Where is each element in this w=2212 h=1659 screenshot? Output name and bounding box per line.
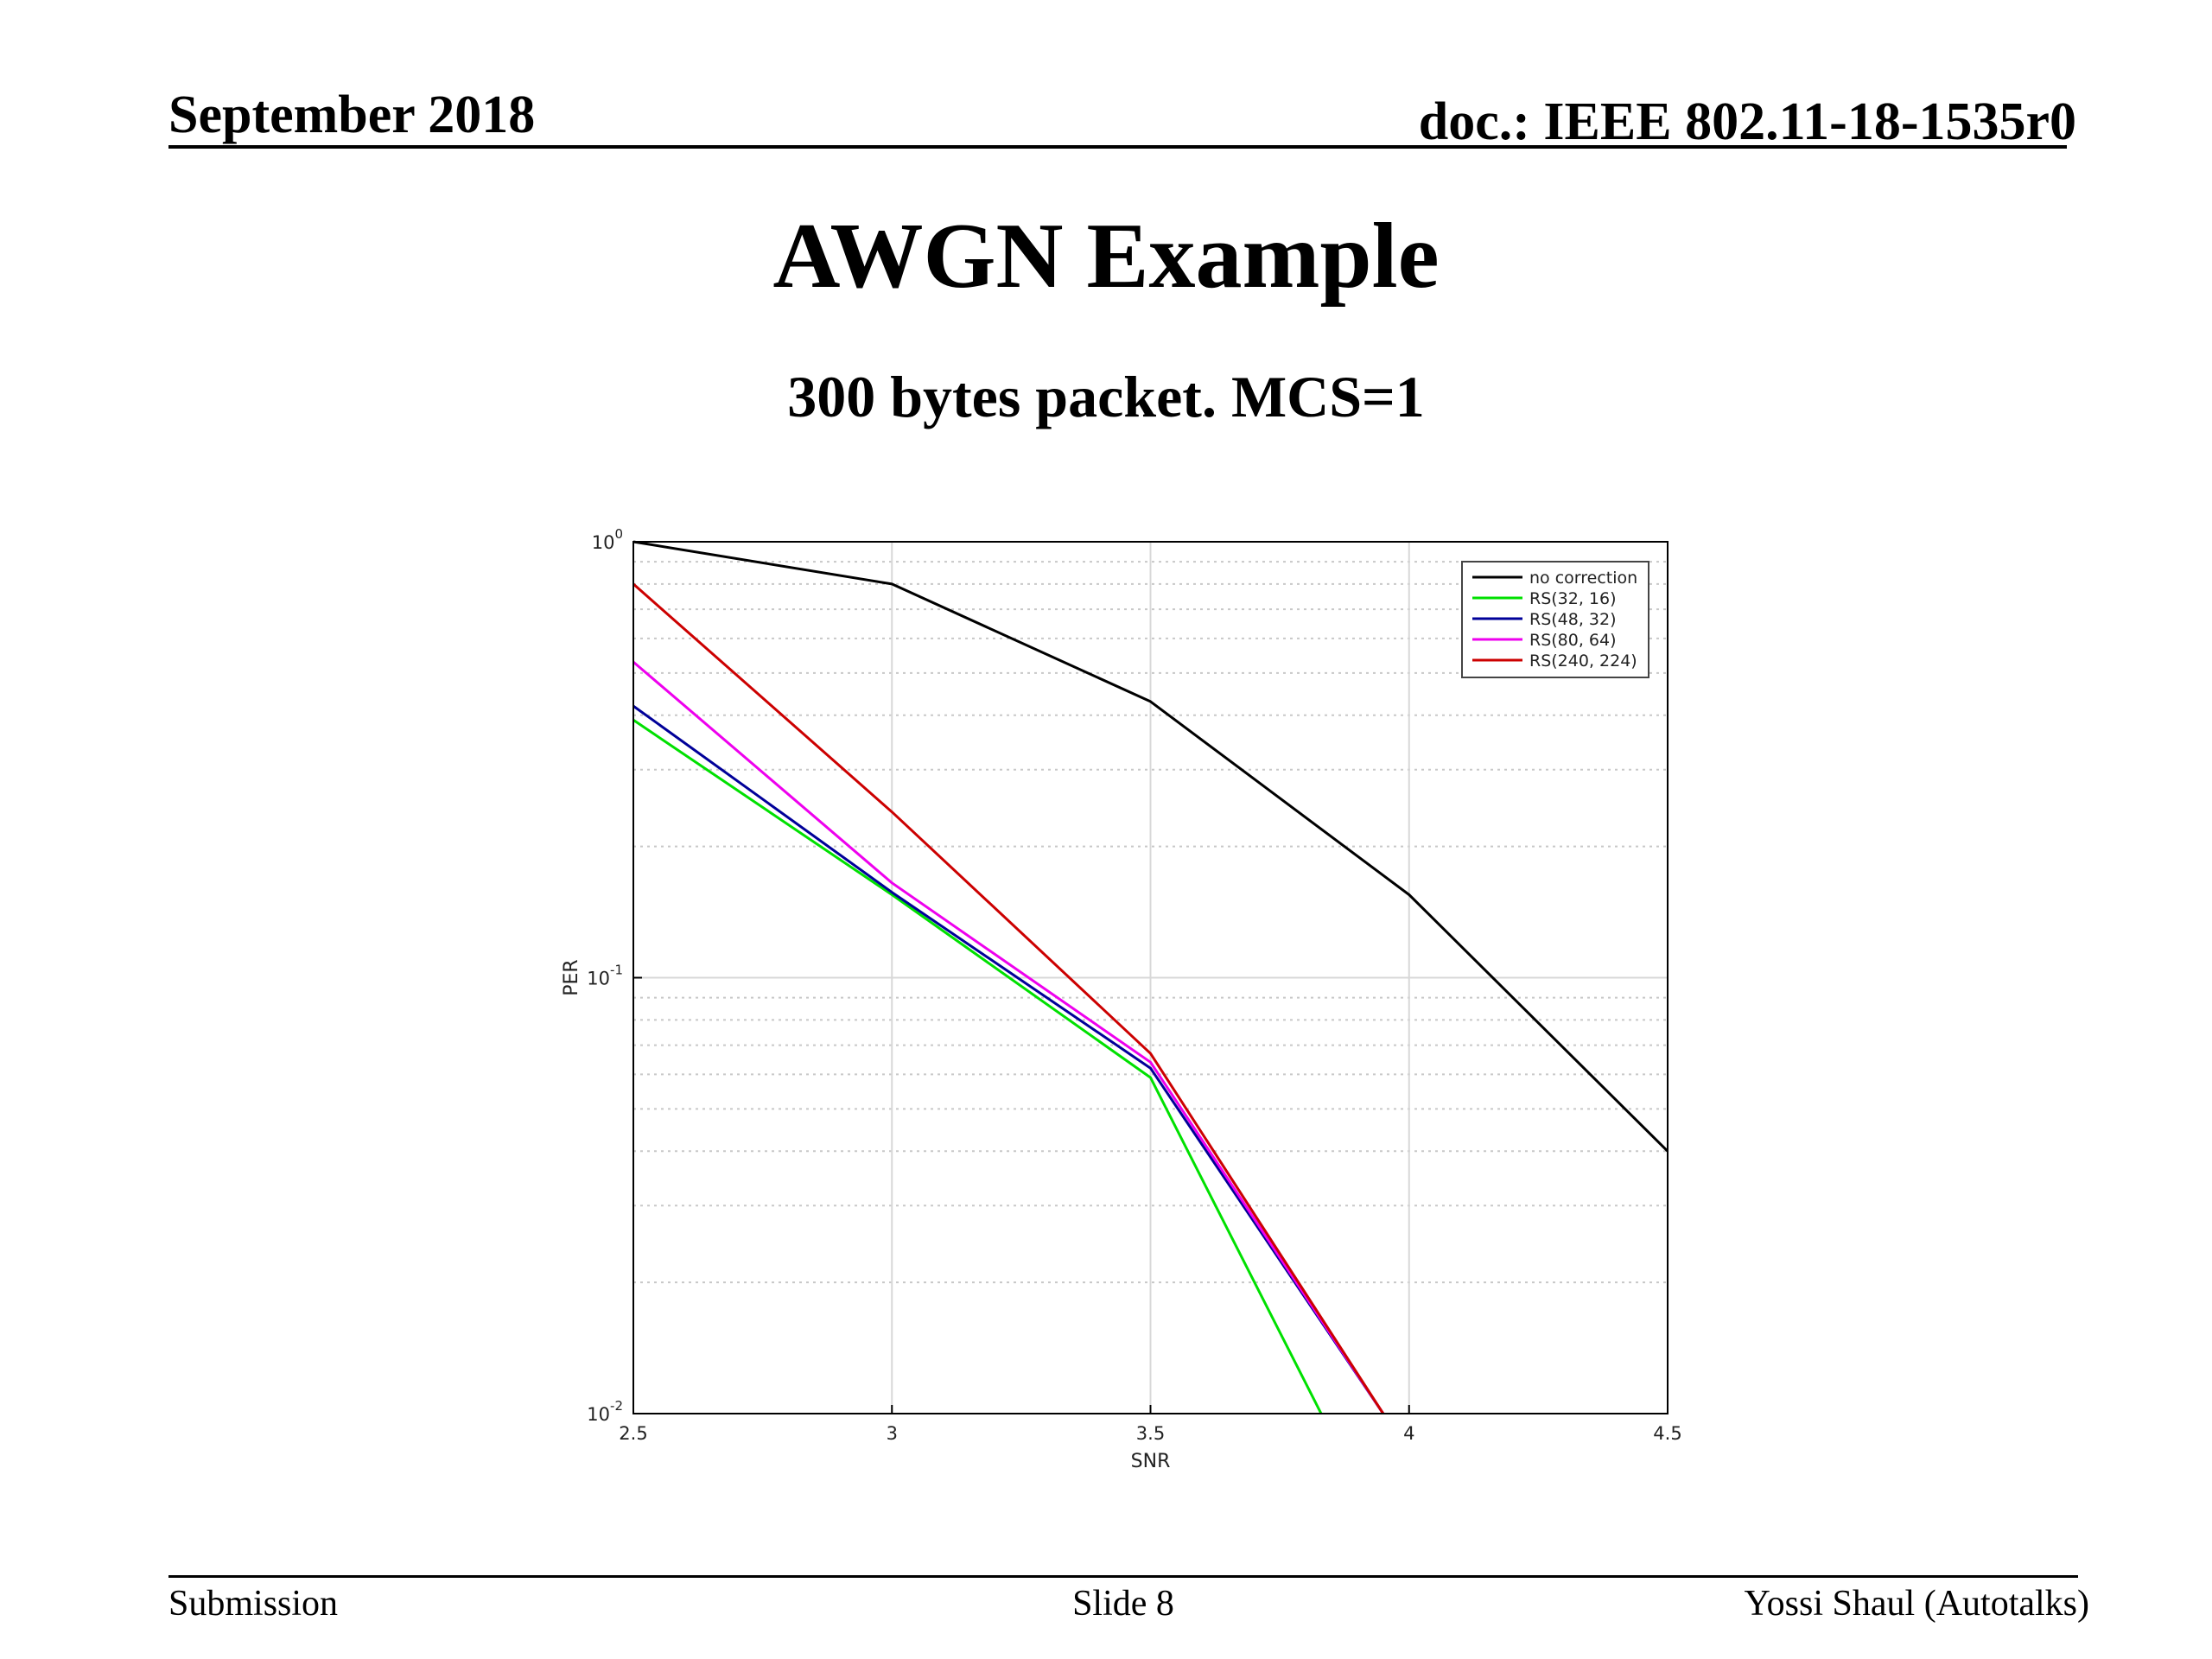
series-layer bbox=[632, 540, 1669, 1414]
y-tick-label-1: 10-1 bbox=[587, 963, 623, 989]
slide-subtitle: 300 bytes packet. MCS=1 bbox=[787, 364, 1425, 429]
y-tick-label-2: 10-2 bbox=[587, 1398, 623, 1425]
legend-label-2: RS(48, 32) bbox=[1529, 610, 1617, 629]
legend-label-0: no correction bbox=[1529, 569, 1637, 588]
series-line-4 bbox=[632, 582, 1385, 1414]
footer-slide-number: Slide 8 bbox=[1072, 1584, 1174, 1624]
footer-author: Yossi Shaul (Autotalks) bbox=[1744, 1584, 2089, 1624]
y-axis-label: PER bbox=[561, 959, 582, 995]
axis-layer: 2.5 3 3.5 4 4.5 100 10-1 10-2 SNR PER bbox=[561, 526, 1682, 1472]
legend-label-3: RS(80, 64) bbox=[1529, 631, 1617, 650]
legend-label-4: RS(240, 224) bbox=[1529, 652, 1637, 671]
header-divider bbox=[168, 145, 2067, 149]
x-axis-label: SNR bbox=[1131, 1451, 1171, 1472]
x-tick-label-0: 2.5 bbox=[619, 1423, 647, 1444]
legend-label-1: RS(32, 16) bbox=[1529, 589, 1617, 608]
header-date: September 2018 bbox=[168, 86, 536, 144]
x-tick-label-3: 4 bbox=[1403, 1423, 1414, 1444]
series-line-0 bbox=[632, 540, 1669, 1153]
series-line-1 bbox=[632, 719, 1323, 1414]
slide-title: AWGN Example bbox=[772, 205, 1440, 308]
footer-submission: Submission bbox=[168, 1584, 339, 1624]
series-line-2 bbox=[632, 704, 1385, 1414]
x-tick-label-1: 3 bbox=[887, 1423, 898, 1444]
header-doc-id: doc.: IEEE 802.11-18-1535r0 bbox=[1418, 92, 2076, 151]
x-tick-label-4: 4.5 bbox=[1653, 1423, 1681, 1444]
y-tick-label-0: 100 bbox=[592, 526, 623, 553]
series-line-3 bbox=[632, 660, 1385, 1414]
footer-divider bbox=[168, 1575, 2078, 1578]
x-tick-label-2: 3.5 bbox=[1136, 1423, 1165, 1444]
